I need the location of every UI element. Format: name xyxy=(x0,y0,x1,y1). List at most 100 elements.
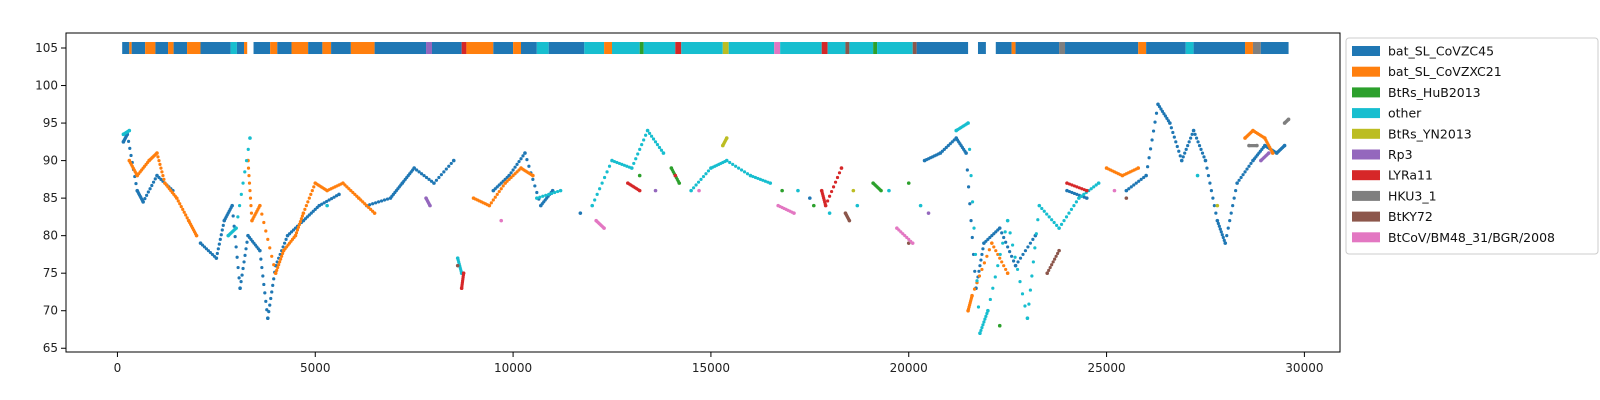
data-point xyxy=(1027,302,1031,306)
data-point xyxy=(1031,260,1035,264)
legend-item-hku3-1: HKU3_1 xyxy=(1352,188,1437,203)
data-point xyxy=(595,192,599,196)
data-point xyxy=(1206,174,1211,178)
data-point xyxy=(294,231,299,235)
data-point xyxy=(761,178,765,182)
data-point xyxy=(234,226,238,230)
legend-swatch xyxy=(1352,87,1380,98)
data-point xyxy=(634,157,638,161)
x-tick-label: 20000 xyxy=(890,361,928,375)
y-tick-label: 80 xyxy=(43,229,58,243)
data-point xyxy=(1191,128,1196,133)
data-point xyxy=(978,331,982,336)
data-point xyxy=(332,195,336,199)
data-point xyxy=(1205,166,1209,170)
data-point xyxy=(1154,111,1159,115)
data-point xyxy=(513,165,517,169)
data-point xyxy=(1160,109,1165,113)
strip-segment-bat-sl-covzc45 xyxy=(1015,42,1060,55)
data-point xyxy=(531,177,535,181)
data-point xyxy=(1026,245,1030,249)
data-point xyxy=(327,198,331,202)
data-point xyxy=(1020,292,1025,296)
series-btky72 xyxy=(455,196,1129,275)
data-point xyxy=(620,162,624,166)
top-strip xyxy=(122,42,1289,55)
data-point xyxy=(739,168,744,172)
data-point xyxy=(160,170,164,174)
legend-label: bat_SL_CoVZXC21 xyxy=(1388,64,1502,79)
data-point xyxy=(831,185,836,189)
data-point xyxy=(600,181,604,185)
data-point xyxy=(262,282,266,287)
data-point xyxy=(261,274,265,278)
data-point xyxy=(1203,158,1208,163)
data-point xyxy=(1042,209,1046,213)
legend-label: other xyxy=(1388,106,1422,121)
data-point xyxy=(987,248,991,252)
data-point xyxy=(994,249,998,253)
data-point xyxy=(422,174,426,178)
data-point xyxy=(128,146,132,151)
data-point xyxy=(607,164,612,168)
legend-item-lyra11: LYRa11 xyxy=(1352,168,1433,183)
data-point xyxy=(263,291,267,295)
data-point xyxy=(434,178,439,182)
data-point xyxy=(622,163,626,167)
data-point xyxy=(980,252,984,257)
data-point xyxy=(432,181,436,185)
data-point xyxy=(1005,271,1010,275)
data-point xyxy=(1178,154,1182,158)
data-point xyxy=(162,177,166,181)
data-point xyxy=(1142,175,1146,180)
data-point xyxy=(325,199,329,204)
data-point xyxy=(1023,304,1027,308)
strip-segment-bat-sl-covzc45 xyxy=(122,42,130,55)
x-tick-label: 5000 xyxy=(300,361,331,375)
data-point xyxy=(412,166,416,170)
data-point xyxy=(970,235,974,240)
data-point xyxy=(158,162,162,166)
data-point xyxy=(1223,241,1228,245)
data-point xyxy=(525,158,529,162)
data-point xyxy=(236,265,240,270)
data-point xyxy=(1033,246,1037,250)
data-point xyxy=(521,154,525,158)
data-point xyxy=(493,195,497,199)
strip-segment-other xyxy=(536,42,549,55)
data-point xyxy=(1148,147,1153,151)
legend-swatch xyxy=(1352,170,1380,181)
strip-segment-lyra11 xyxy=(675,42,682,55)
data-point xyxy=(234,245,238,249)
data-point xyxy=(246,166,251,170)
data-point xyxy=(1235,181,1239,185)
data-point xyxy=(918,203,923,208)
data-point xyxy=(240,273,244,277)
data-point xyxy=(839,166,844,170)
data-point xyxy=(828,194,832,198)
data-point xyxy=(992,245,996,249)
data-point xyxy=(689,188,693,193)
data-point xyxy=(293,233,298,238)
data-point xyxy=(1237,178,1241,182)
strip-segment-btcov-bm48-31-bgr-2008 xyxy=(774,42,781,55)
data-point xyxy=(1025,316,1030,321)
data-point xyxy=(637,173,642,178)
strip-segment-bat-sl-covzxc21 xyxy=(270,42,278,55)
data-point xyxy=(306,200,310,204)
data-point xyxy=(511,168,515,172)
data-point xyxy=(275,268,279,272)
data-point xyxy=(424,175,429,180)
data-point xyxy=(697,188,701,193)
data-point xyxy=(382,198,387,202)
data-point xyxy=(1040,206,1044,211)
strip-segment-bat-sl-covzc45 xyxy=(1065,42,1139,55)
data-point xyxy=(1199,147,1203,151)
data-point xyxy=(182,210,186,214)
data-point xyxy=(230,203,234,208)
data-point xyxy=(1239,175,1243,180)
data-point xyxy=(694,183,698,187)
data-point xyxy=(636,152,640,156)
data-point xyxy=(1002,235,1006,240)
